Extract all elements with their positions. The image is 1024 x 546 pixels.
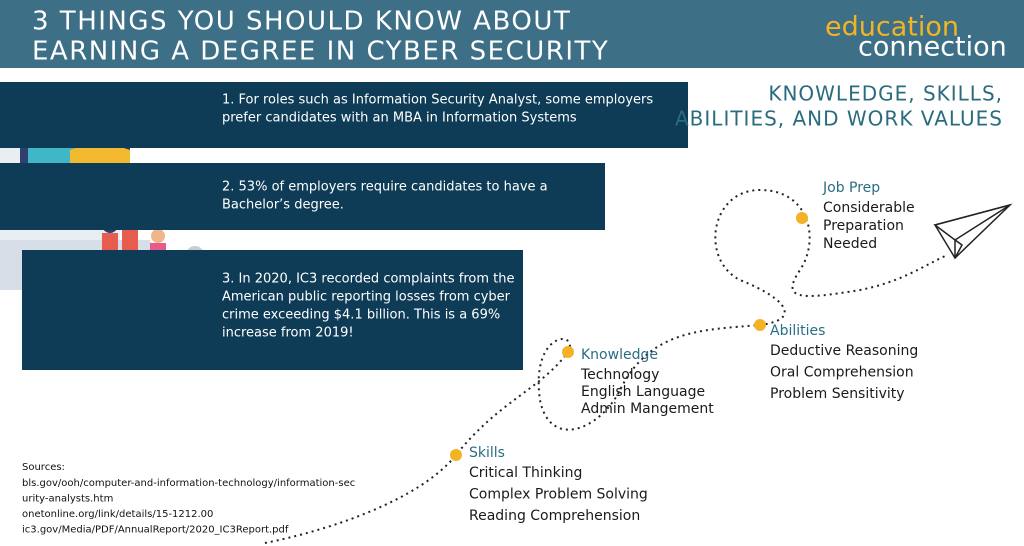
milestone-heading: Skills [469,445,505,461]
header-bar [0,0,1024,68]
logo-top: education [825,12,959,43]
path-line [264,188,946,544]
milestone-item: Problem Sensitivity [770,386,905,402]
fact-text: American public reporting losses from cy… [222,290,511,305]
sources-label: Sources: [22,462,65,473]
fact-text: Bachelor’s degree. [222,198,344,213]
milestone-item: Considerable [823,200,915,216]
header-title: EARNING A DEGREE IN CYBER SECURITY [32,37,609,67]
milestone-heading: Abilities [770,323,825,339]
source-line: ic3.gov/Media/PDF/AnnualReport/2020_IC3R… [22,525,289,536]
milestone-dot [450,449,462,461]
fact-text: 3. In 2020, IC3 recorded complaints from… [222,272,514,287]
milestone-dot [796,212,808,224]
fact-text: increase from 2019! [222,326,354,341]
fact-text: crime exceeding $4.1 billion. This is a … [222,308,500,323]
section-title: ABILITIES, AND WORK VALUES [675,107,1003,131]
milestone-dot [754,319,766,331]
fact-text: prefer candidates with an MBA in Informa… [222,111,577,126]
milestone-dot [562,346,574,358]
milestone-heading: Job Prep [822,180,880,196]
milestone-item: English Language [581,384,705,400]
fact-box [0,163,605,230]
paper-plane [933,203,1013,260]
milestone-item: Needed [823,236,877,252]
milestone-item: Critical Thinking [469,465,582,481]
milestone-item: Oral Comprehension [770,365,914,381]
source-line: onetonline.org/link/details/15-1212.00 [22,509,213,520]
source-line: urity-analysts.htm [22,494,113,505]
milestone-item: Deductive Reasoning [770,343,918,359]
fact-text: 2. 53% of employers require candidates t… [222,180,548,195]
fact-box [0,82,688,148]
milestone-heading: Knowledge [581,347,658,363]
milestone-item: Complex Problem Solving [469,487,648,503]
fact-box [22,250,523,370]
milestone-item: Reading Comprehension [469,508,640,524]
logo-bottom: connection [858,32,1007,63]
milestone-item: Technology [580,367,659,383]
milestone-item: Admin Mangement [581,401,714,417]
source-line: bls.gov/ooh/computer-and-information-tec… [22,478,355,489]
milestone-item: Preparation [823,218,904,234]
header-title: 3 THINGS YOU SHOULD KNOW ABOUT [32,7,571,37]
section-title: KNOWLEDGE, SKILLS, [768,82,1003,106]
fact-text: 1. For roles such as Information Securit… [222,93,653,108]
